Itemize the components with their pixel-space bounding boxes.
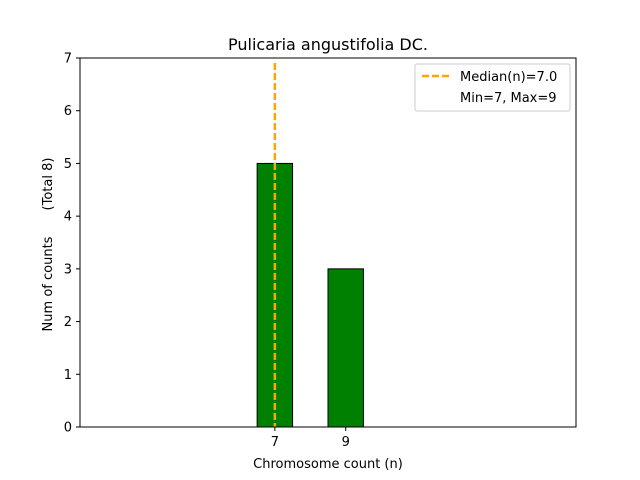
legend: Median(n)=7.0 Min=7, Max=9 xyxy=(414,63,571,112)
x-tick-label: 7 xyxy=(271,435,279,450)
x-tick-label: 9 xyxy=(342,435,350,450)
x-axis-label: Chromosome count (n) xyxy=(253,457,403,472)
legend-minmax-entry: Min=7, Max=9 xyxy=(460,91,557,106)
y-tick-label: 4 xyxy=(64,210,72,225)
bar-n-9 xyxy=(327,268,364,428)
legend-median-entry: Median(n)=7.0 xyxy=(460,70,557,85)
y-tick-label: 5 xyxy=(64,157,72,172)
chart-title: Pulicaria angustifolia DC. xyxy=(228,35,428,54)
legend-box xyxy=(414,63,571,112)
y-axis-ticks: 0 1 2 3 4 5 6 7 xyxy=(64,52,80,436)
y-tick-label: 1 xyxy=(64,368,72,383)
y-tick-label: 3 xyxy=(64,262,72,277)
y-axis-total-note: (Total 8) xyxy=(41,158,56,211)
y-tick-label: 2 xyxy=(64,315,72,330)
y-tick-label: 6 xyxy=(64,104,72,119)
y-tick-label: 7 xyxy=(64,52,72,67)
y-axis-label: Num of counts xyxy=(41,236,56,331)
y-tick-label: 0 xyxy=(64,421,72,436)
plot-area-frame xyxy=(79,57,577,428)
